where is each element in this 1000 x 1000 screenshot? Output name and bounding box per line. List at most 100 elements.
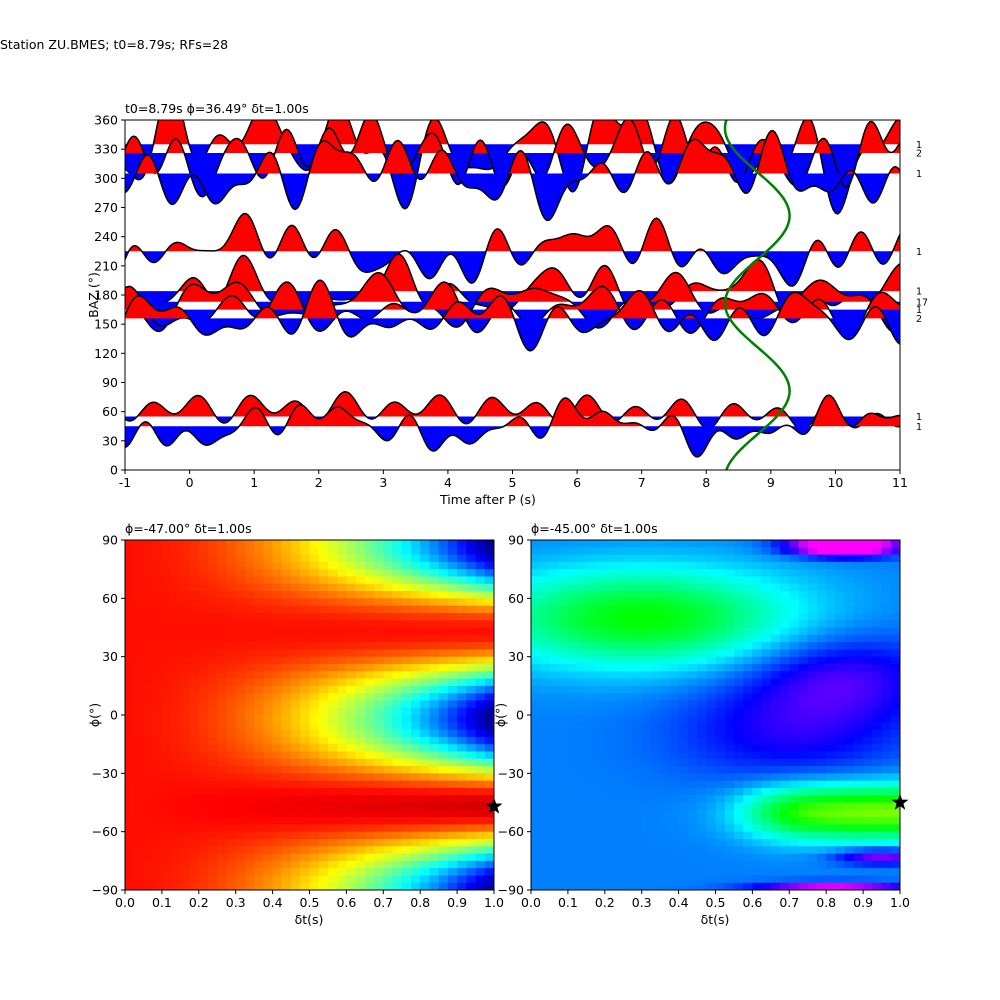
left-heatmap-cell [447, 620, 458, 629]
right-heatmap-cell [567, 846, 578, 855]
left-heatmap-cell [364, 766, 375, 774]
left-heatmap-cell [420, 612, 431, 621]
left-heatmap-cell [401, 860, 412, 869]
left-heatmap-cell [309, 824, 320, 833]
right-heatmap-cell [540, 598, 551, 607]
right-heatmap-cell [881, 853, 892, 862]
right-heatmap-cell [549, 627, 560, 636]
left-heatmap-cell [244, 722, 255, 731]
left-heatmap-cell [355, 561, 366, 570]
right-heatmap-cell [623, 751, 634, 760]
left-heatmap-cell [318, 569, 329, 578]
left-heatmap-cell [161, 758, 172, 767]
rf-positive-fill [125, 120, 900, 145]
left-heatmap-cell [143, 802, 154, 811]
left-heatmap-cell [226, 663, 237, 672]
left-heatmap-cell [364, 591, 375, 599]
left-heatmap-cell [475, 853, 486, 862]
left-heatmap-cell [410, 583, 421, 592]
right-heatmap-cell [844, 663, 855, 672]
right-heatmap-cell [531, 860, 541, 869]
right-heatmap-cell [844, 795, 855, 804]
left-heatmap-cell [300, 583, 311, 592]
left-heatmap-cell [198, 656, 209, 665]
left-heatmap-cell [281, 649, 292, 658]
right-heatmap-cell [853, 612, 864, 621]
left-heatmap-cell [420, 715, 431, 723]
left-heatmap-cell [272, 875, 283, 884]
left-heatmap-cell [466, 766, 477, 774]
left-heatmap-cell [198, 547, 209, 556]
right-heatmap-cell [697, 700, 707, 709]
rf-y-tick-label: 0 [110, 463, 118, 478]
right-heatmap-cell [733, 846, 744, 855]
right-heatmap-cell [604, 758, 615, 767]
left-heatmap-cell [180, 627, 191, 636]
left-heatmap-cell [457, 591, 467, 599]
right-heatmap-cell [844, 773, 855, 782]
right-heatmap-cell [724, 649, 735, 658]
right-heatmap-cell [752, 875, 763, 884]
right-heatmap-cell [577, 685, 587, 694]
left-heatmap-cell [364, 678, 375, 687]
left-heatmap-cell [263, 642, 274, 650]
left-heatmap-cell [410, 758, 421, 767]
right-heatmap-cell [660, 627, 670, 636]
left-heatmap-cell [300, 656, 311, 665]
left-heatmap-cell [208, 693, 218, 702]
right-heatmap-cell [798, 715, 809, 723]
left-heatmap-cell [337, 875, 347, 884]
left-heatmap-cell [383, 707, 394, 716]
left-heatmap-cell [226, 773, 237, 782]
right-heatmap-cell [586, 736, 597, 745]
left-heatmap-cell [161, 656, 172, 665]
left-heatmap-cell [410, 744, 421, 753]
left-heatmap-cell [171, 875, 181, 884]
right-heatmap-cell [577, 634, 587, 643]
left-heatmap-cell [300, 547, 311, 556]
right-heatmap-cell [669, 620, 680, 629]
right-heatmap-cell [531, 809, 541, 818]
left-heatmap-cell [447, 591, 458, 599]
left-heatmap-cell [420, 656, 431, 665]
left-heatmap-cell [327, 700, 338, 709]
left-heatmap-cell [383, 722, 394, 731]
right-heatmap-cell [853, 540, 864, 548]
right-heatmap-cell [706, 868, 717, 877]
right-heatmap-cell [706, 882, 717, 890]
right-heatmap-cell [807, 700, 818, 709]
right-heatmap-cell [614, 671, 624, 680]
right-heatmap-cell [531, 868, 541, 877]
left-heatmap-cell [447, 787, 458, 796]
right-heatmap-cell [614, 729, 624, 738]
left-heatmap-cell [300, 620, 311, 629]
right-heatmap-cell [844, 853, 855, 862]
left-heatmap-cell [457, 561, 467, 570]
right-heatmap-cell [669, 809, 680, 818]
right-heatmap-cell [604, 715, 615, 723]
left-heatmap-cell [235, 882, 246, 890]
right-heatmap-cell [586, 868, 597, 877]
right-heatmap-cell [614, 547, 624, 556]
left-heatmap-cell [355, 802, 366, 811]
left-heatmap-cell [410, 547, 421, 556]
left-heatmap-cell [161, 882, 172, 890]
right-heatmap-cell [780, 809, 790, 818]
left-heatmap-cell [171, 612, 181, 621]
right-heatmap-cell [687, 736, 698, 745]
left-heatmap-cell [272, 744, 283, 753]
left-heatmap-cell [429, 569, 440, 578]
right-heatmap-cell [687, 831, 698, 840]
left-heatmap-cell [125, 554, 135, 563]
left-heatmap-cell [447, 853, 458, 862]
right-heatmap-cell [807, 620, 818, 629]
right-heatmap-cell [835, 612, 846, 621]
right-heatmap-cell [558, 678, 569, 687]
right-heatmap-cell [816, 591, 827, 599]
right-heatmap-cell [567, 838, 578, 847]
right-heatmap-cell [614, 736, 624, 745]
left-heatmap-cell [346, 744, 357, 753]
left-heatmap-cell [346, 773, 357, 782]
right-heatmap-cell [798, 860, 809, 869]
left-heatmap-cell [438, 875, 449, 884]
